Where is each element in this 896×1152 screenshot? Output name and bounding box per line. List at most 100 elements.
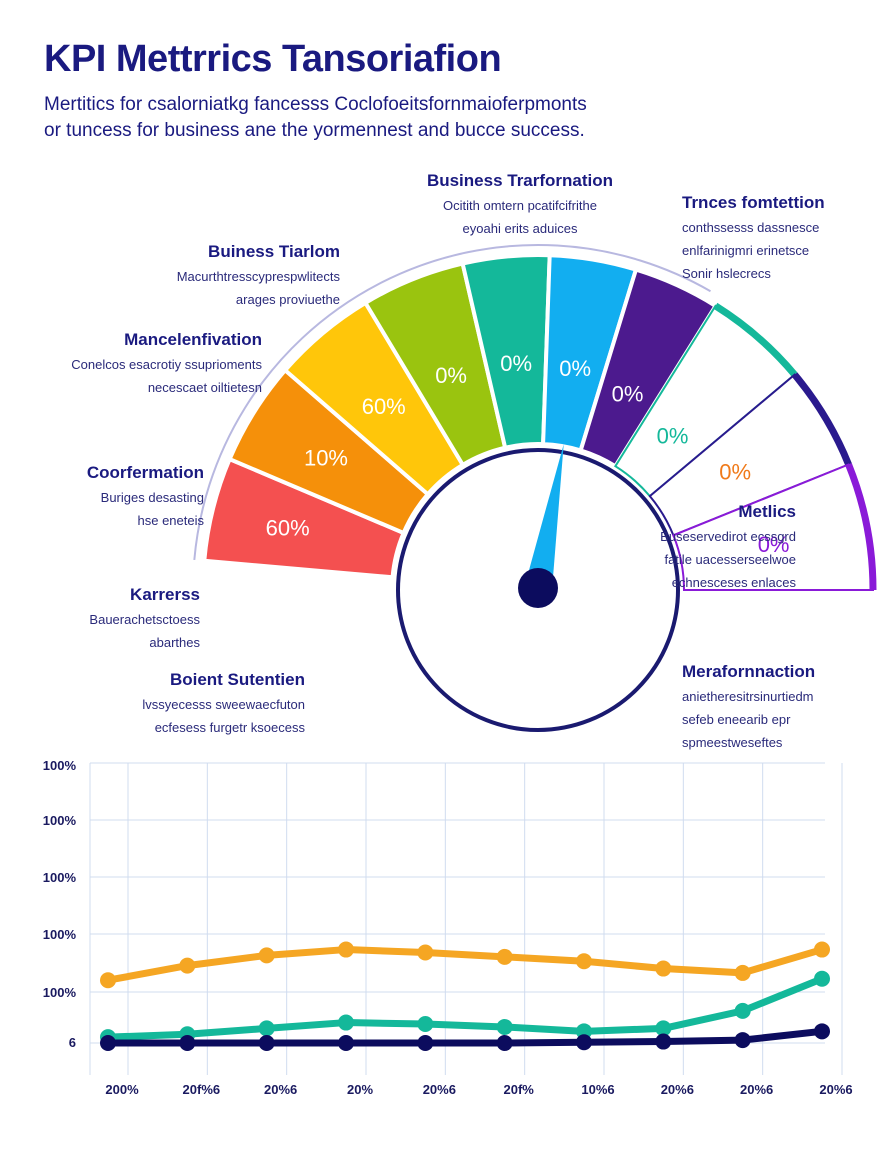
subtitle-line-2: or tuncess for business ane the yormenne… [44, 120, 585, 141]
callout-description: fatile uacesserseelwoe [664, 552, 796, 567]
x-tick-label: 10%6 [581, 1082, 614, 1097]
x-tick-label: 20%6 [264, 1082, 297, 1097]
callout-description: enlfarinigmri erinetsce [682, 243, 809, 258]
x-tick-label: 200% [105, 1082, 139, 1097]
data-point-orange [814, 941, 830, 958]
data-point-orange [179, 957, 196, 974]
y-tick-label: 100% [43, 758, 77, 773]
data-point-navy [258, 1035, 275, 1051]
callout-description: anietheresitrsinurtiedm [682, 689, 814, 704]
page-title: KPI Mettrrics Tansoriafion [44, 38, 502, 80]
callout-description: Bauerachetsctoess [89, 612, 200, 627]
y-tick-label: 100% [43, 985, 77, 1000]
data-point-navy [100, 1035, 116, 1051]
data-point-navy [576, 1034, 592, 1051]
callout-description: sefeb eneearib epr [682, 712, 791, 727]
gauge-segment-percent: 0% [500, 351, 532, 376]
callout-description: abarthes [149, 635, 200, 650]
data-point-orange [338, 941, 354, 958]
callout-description: echnesceses enlaces [672, 575, 797, 590]
callout-title: Trnces fomtettion [682, 193, 825, 212]
gauge-callout: Coorfermation Buriges desasting hse enetei… [87, 463, 205, 528]
data-point-teal [100, 1029, 116, 1046]
callout-title: Boient Sutentien [170, 670, 305, 689]
gauge-callout: Merafornnaction anietheresitrsinurtiedm se… [682, 662, 815, 750]
data-point-navy [655, 1033, 672, 1050]
callout-title: Buiness Tiarlom [208, 242, 340, 261]
data-point-orange [258, 947, 275, 964]
gauge-segment-rim [791, 372, 852, 466]
callout-description: Buriges desasting [101, 490, 204, 505]
x-tick-label: 20%6 [423, 1082, 456, 1097]
gauge-segment-percent: 60% [362, 394, 406, 419]
gauge-segment-percent: 0% [435, 363, 467, 388]
callout-title: Coorfermation [87, 463, 204, 482]
series-line-orange [104, 946, 826, 984]
x-tick-label: 20f% [503, 1082, 534, 1097]
gauge-segment-percent: 60% [266, 516, 310, 541]
data-point-orange [496, 948, 513, 965]
data-point-navy [179, 1035, 196, 1051]
gauge-segment-percent: 0% [657, 423, 689, 448]
gauge-segment-percent: 0% [758, 532, 790, 557]
data-point-teal [417, 1016, 434, 1033]
x-tick-label: 20% [347, 1082, 373, 1097]
data-point-orange [100, 972, 116, 989]
callout-title: Business Trarfornation [427, 171, 613, 190]
callout-description: hse eneteis [138, 513, 205, 528]
callout-description: necescaet oiltietesn [148, 380, 262, 395]
data-point-orange [734, 964, 751, 981]
page-subtitle: Mertitics for csalorniatkg fancesss Cocl… [44, 92, 764, 144]
data-point-teal [338, 1014, 354, 1031]
data-point-navy [417, 1035, 434, 1051]
gauge-callout: Metlics Buseservedirot ecssgrd fatile uace… [660, 502, 796, 590]
gauge-callout: Mancelenfivation Conelcos esacrotiy ssupr… [71, 330, 262, 395]
data-point-teal [179, 1026, 196, 1043]
callout-description: Macurthtresscyprespwlitects [177, 269, 341, 284]
y-tick-label: 6 [69, 1035, 76, 1050]
x-tick-label: 20%6 [819, 1082, 852, 1097]
gauge-segment-percent: 0% [719, 460, 751, 485]
callout-description: arages proviuethe [236, 292, 340, 307]
callout-title: Mancelenfivation [124, 330, 262, 349]
y-tick-label: 100% [43, 813, 77, 828]
x-tick-label: 20%6 [740, 1082, 773, 1097]
gauge-segment-rim [845, 463, 877, 591]
callout-description: spmeestweseftes [682, 735, 783, 750]
data-point-teal [576, 1023, 592, 1040]
data-point-teal [814, 970, 830, 987]
series-line-navy [104, 1027, 826, 1047]
gauge-needle [524, 444, 564, 593]
gauge-callout: Buiness Tiarlom Macurthtresscyprespwlitec… [177, 242, 341, 307]
data-point-navy [814, 1023, 830, 1040]
data-point-teal [655, 1020, 672, 1037]
gauge-callout: Boient Sutentien lvssyecesss sweewaecfuto… [142, 670, 305, 735]
gauge-hub [518, 568, 558, 608]
gauge-segment-percent: 0% [559, 356, 591, 381]
callout-title: Merafornnaction [682, 662, 815, 681]
data-point-navy [734, 1032, 751, 1049]
data-point-orange [576, 953, 592, 970]
callout-description: Buseservedirot ecssgrd [660, 529, 796, 544]
data-point-navy [496, 1035, 513, 1051]
callout-description: eyoahi erits aduices [463, 221, 578, 236]
callout-description: lvssyecesss sweewaecfuton [142, 697, 305, 712]
subtitle-line-1: Mertitics for csalorniatkg fancesss Cocl… [44, 94, 587, 115]
callout-description: conthssesss dassnesce [682, 220, 819, 235]
callout-description: Conelcos esacrotiy ssuprioments [71, 357, 262, 372]
gauge-callout: Karrerss Bauerachetsctoess abarthes [89, 585, 200, 650]
callout-description: ecfesess furgetr ksoecess [155, 720, 306, 735]
gauge-outer-arc [193, 244, 711, 561]
gauge-segment-percent: 10% [304, 446, 348, 471]
y-tick-label: 100% [43, 927, 77, 942]
data-point-teal [496, 1018, 513, 1035]
gauge-callout: Trnces fomtettion conthssesss dassnesce en… [682, 193, 825, 281]
y-tick-label: 100% [43, 870, 77, 885]
data-point-orange [417, 944, 434, 961]
callout-title: Metlics [738, 502, 796, 521]
gauge-segment-rim [713, 302, 798, 377]
callout-description: Sonir hslecrecs [682, 266, 771, 281]
series-line-teal [104, 975, 826, 1041]
kpi-gauge: 60% 10% 60% 0% 0% 0% 0% 0% 0% 0% Business Trarforn… [71, 171, 877, 750]
x-tick-label: 20%6 [661, 1082, 694, 1097]
